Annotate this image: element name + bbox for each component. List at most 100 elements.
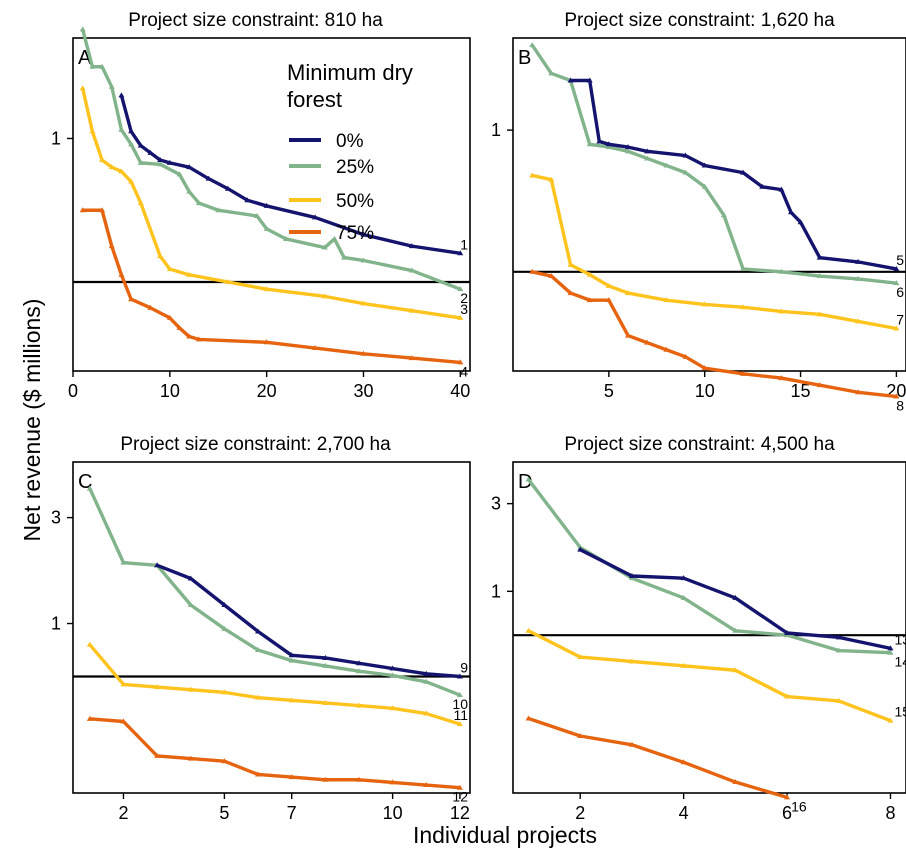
data-point bbox=[355, 702, 362, 708]
data-point bbox=[360, 300, 367, 306]
x-tick-label: 10 bbox=[383, 803, 403, 823]
data-point bbox=[288, 652, 295, 658]
data-point bbox=[644, 155, 651, 161]
data-point bbox=[79, 26, 86, 32]
data-point bbox=[456, 692, 463, 698]
data-point bbox=[186, 271, 193, 277]
data-point bbox=[408, 307, 415, 313]
data-point bbox=[732, 667, 739, 673]
data-point bbox=[605, 297, 612, 303]
data-point bbox=[529, 268, 536, 274]
data-point bbox=[855, 258, 862, 264]
series-line-D-3 bbox=[527, 716, 788, 800]
data-point bbox=[784, 629, 791, 635]
data-point bbox=[147, 304, 154, 310]
data-point bbox=[288, 657, 295, 663]
data-point bbox=[224, 279, 231, 285]
data-point bbox=[701, 183, 708, 189]
panel-letter-B: B bbox=[518, 47, 531, 69]
data-point bbox=[137, 159, 144, 165]
data-point bbox=[263, 286, 270, 292]
data-point bbox=[157, 253, 164, 259]
data-point bbox=[263, 225, 270, 231]
data-point bbox=[99, 207, 106, 213]
data-point bbox=[529, 172, 536, 178]
data-point bbox=[548, 273, 555, 279]
data-point bbox=[389, 665, 396, 671]
x-tick-label: 8 bbox=[885, 803, 895, 823]
data-point bbox=[567, 261, 574, 267]
data-point bbox=[740, 370, 747, 376]
data-point bbox=[166, 159, 173, 165]
data-point bbox=[586, 271, 593, 277]
data-point bbox=[79, 207, 86, 213]
data-point bbox=[154, 752, 161, 758]
data-point bbox=[663, 346, 670, 352]
series-end-label-A-3: 4 bbox=[460, 363, 468, 379]
data-point bbox=[86, 485, 93, 491]
data-point bbox=[605, 144, 612, 150]
data-point bbox=[389, 705, 396, 711]
y-tick-label: 1 bbox=[51, 614, 61, 634]
data-point bbox=[408, 267, 415, 273]
data-point bbox=[108, 243, 115, 249]
data-point bbox=[255, 771, 262, 777]
x-tick-label: 4 bbox=[679, 803, 689, 823]
y-axis-label: Net revenue ($ millions) bbox=[19, 299, 45, 542]
data-point bbox=[740, 169, 747, 175]
data-point bbox=[154, 562, 161, 568]
data-point bbox=[187, 755, 194, 761]
data-point bbox=[577, 654, 584, 660]
data-point bbox=[682, 169, 689, 175]
data-point bbox=[423, 678, 430, 684]
data-point bbox=[525, 627, 532, 633]
data-point bbox=[797, 219, 804, 225]
data-point bbox=[816, 254, 823, 260]
series-end-label-D-2: 15 bbox=[894, 704, 906, 720]
data-point bbox=[835, 634, 842, 640]
data-point bbox=[680, 662, 687, 668]
data-point bbox=[108, 83, 115, 89]
data-point bbox=[166, 314, 173, 320]
data-point bbox=[322, 699, 329, 705]
data-point bbox=[887, 645, 894, 651]
data-point bbox=[89, 63, 96, 69]
y-tick-label: 3 bbox=[51, 508, 61, 528]
data-point bbox=[423, 710, 430, 716]
data-point bbox=[157, 161, 164, 167]
data-point bbox=[577, 733, 584, 739]
data-point bbox=[625, 290, 632, 296]
data-point bbox=[680, 575, 687, 581]
data-point bbox=[118, 92, 125, 98]
data-point bbox=[893, 280, 900, 286]
legend-item-1: 25% bbox=[289, 157, 374, 178]
data-point bbox=[548, 176, 555, 182]
y-tick-label: 3 bbox=[491, 494, 501, 514]
data-point bbox=[186, 188, 193, 194]
data-point bbox=[663, 162, 670, 168]
data-point bbox=[253, 212, 260, 218]
data-point bbox=[732, 594, 739, 600]
data-point bbox=[128, 141, 135, 147]
data-point bbox=[682, 152, 689, 158]
data-point bbox=[224, 185, 231, 191]
series-line-B-1 bbox=[530, 44, 897, 285]
legend: Minimum dry forest 0% 25% 50% 75% bbox=[287, 60, 413, 244]
data-point bbox=[816, 273, 823, 279]
data-point bbox=[288, 697, 295, 703]
data-point bbox=[86, 715, 93, 721]
data-point bbox=[355, 660, 362, 666]
data-point bbox=[408, 243, 415, 249]
data-point bbox=[778, 308, 785, 314]
data-point bbox=[137, 142, 144, 148]
data-point bbox=[355, 668, 362, 674]
data-point bbox=[567, 290, 574, 296]
data-point bbox=[457, 359, 464, 365]
y-tick-label: 1 bbox=[51, 128, 61, 148]
data-point bbox=[108, 164, 115, 170]
series-line-A-2 bbox=[81, 87, 461, 320]
data-point bbox=[644, 148, 651, 154]
